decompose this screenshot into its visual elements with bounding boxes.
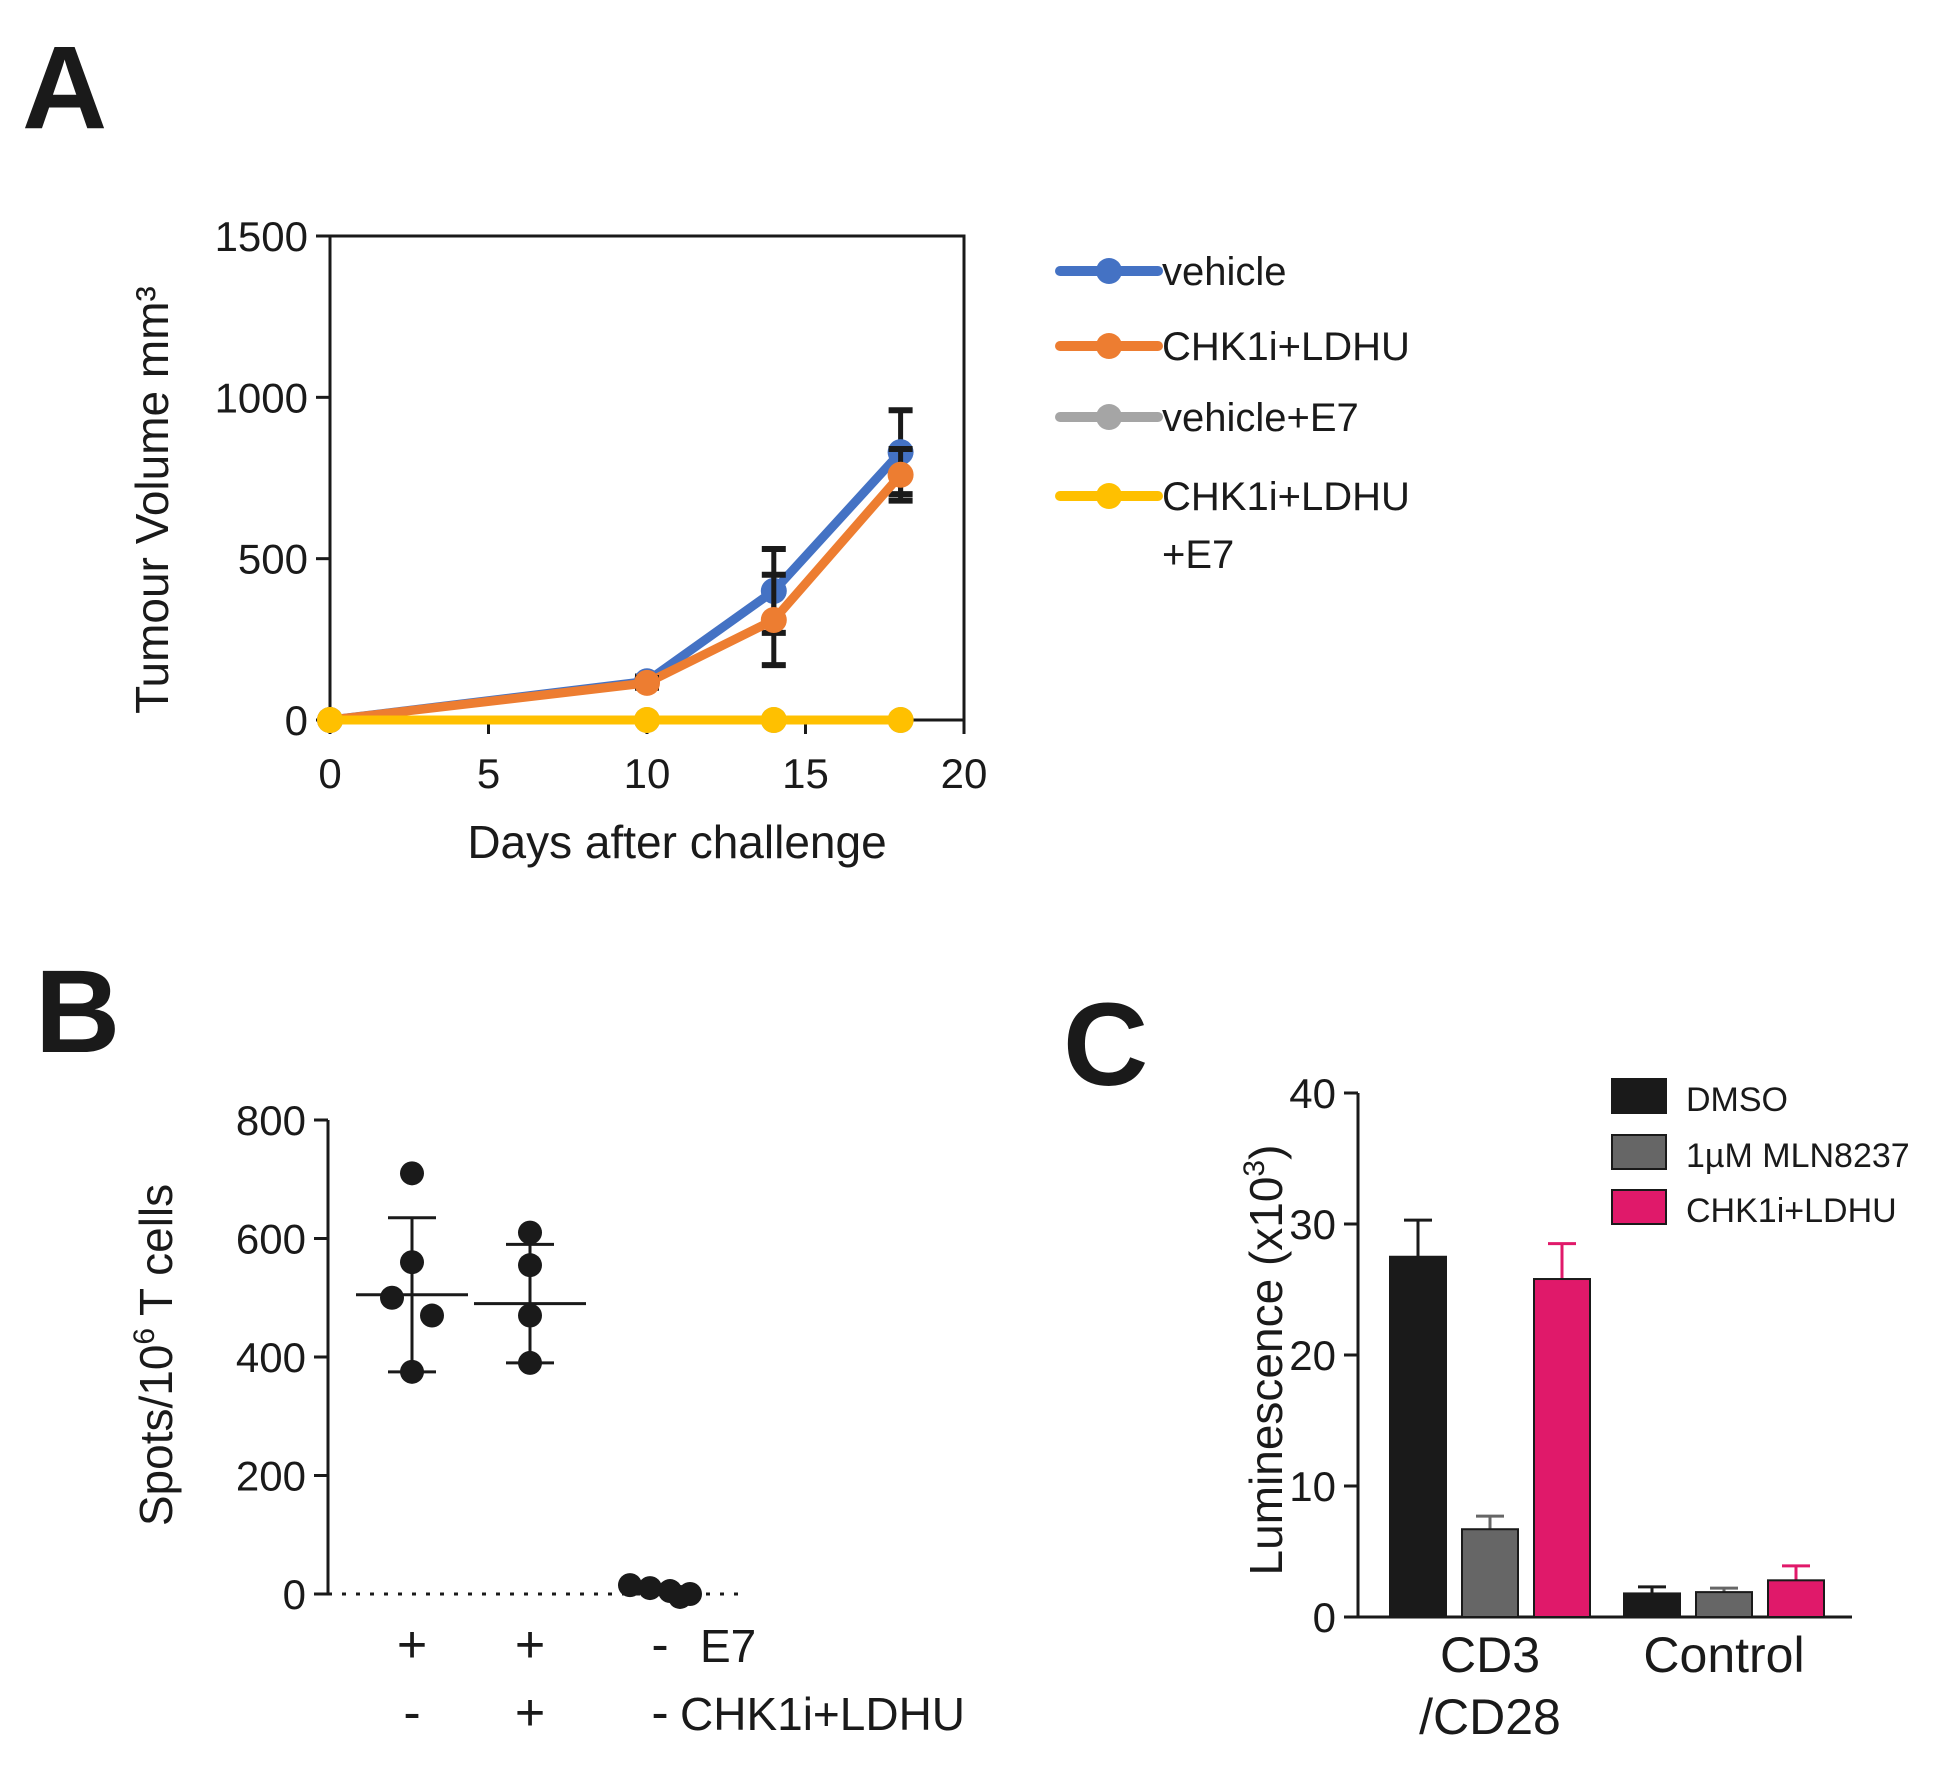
panel-c-y-tick-label: 20 bbox=[1289, 1332, 1336, 1379]
panel-b-data-point bbox=[638, 1576, 662, 1601]
panel-c-category-label: Control bbox=[1643, 1627, 1804, 1683]
panel-c-y-axis-label: Luminescence (x103) bbox=[1238, 1145, 1292, 1576]
panel-c-bar bbox=[1695, 1591, 1753, 1618]
panel-c-y-tick-label: 10 bbox=[1289, 1463, 1336, 1510]
panel-a-data-point bbox=[634, 707, 660, 733]
panel-a-x-axis-label: Days after challenge bbox=[467, 816, 886, 868]
panel-c-bar bbox=[1389, 1255, 1447, 1618]
panel-a-legend-label: vehicle bbox=[1162, 250, 1287, 294]
panel-a-data-point bbox=[760, 606, 787, 633]
panel-letter-a: A bbox=[22, 22, 107, 154]
panel-a-data-point bbox=[887, 707, 914, 733]
panel-b-chk-sign: - bbox=[403, 1684, 420, 1742]
panel-b-y-tick-label: 600 bbox=[236, 1216, 306, 1263]
panel-a-x-tick-label: 5 bbox=[477, 750, 500, 797]
panel-b-y-axis-label: Spots/106 T cells bbox=[128, 1184, 182, 1526]
panel-b-row-label-e7: E7 bbox=[700, 1620, 756, 1672]
panel-a-data-point bbox=[887, 461, 914, 488]
panel-letter-b: B bbox=[35, 946, 120, 1078]
panel-c-bar bbox=[1623, 1592, 1681, 1619]
panel-b-data-point bbox=[668, 1584, 692, 1609]
panel-c-bar bbox=[1533, 1278, 1591, 1619]
panel-a-y-tick-label: 0 bbox=[285, 697, 308, 744]
panel-b-chk-sign: + bbox=[515, 1684, 545, 1742]
panel-a-line-chart: 0 5 10 15 20 0 500 1000 1500 Days after challeng… bbox=[126, 213, 1410, 868]
panel-b-e7-sign: + bbox=[515, 1616, 545, 1674]
panel-a-legend-marker bbox=[1096, 258, 1122, 284]
panel-a-legend-marker bbox=[1096, 333, 1122, 359]
panel-a-series-line bbox=[329, 471, 904, 725]
panel-a-x-tick-label: 10 bbox=[624, 750, 671, 797]
panel-c-bar bbox=[1767, 1579, 1825, 1618]
panel-a-legend-label: vehicle+E7 bbox=[1162, 396, 1359, 440]
panel-b-e7-sign: + bbox=[397, 1616, 427, 1674]
panel-b-data-point bbox=[380, 1285, 404, 1310]
panel-c-y-tick-label: 40 bbox=[1289, 1070, 1336, 1117]
panel-b-e7-sign: - bbox=[651, 1616, 668, 1674]
panel-b-data-point bbox=[618, 1573, 642, 1598]
panel-c-y-tick-label: 30 bbox=[1289, 1201, 1336, 1248]
panel-a-data-point bbox=[760, 707, 787, 733]
panel-c-legend-swatch bbox=[1611, 1189, 1667, 1225]
panel-c-bar-chart: 0 10 20 30 40 Luminescence (x103) DMSO 1µM ML… bbox=[1238, 1070, 1910, 1745]
panel-b-data-point bbox=[518, 1220, 542, 1245]
panel-a-y-tick-label: 1000 bbox=[215, 374, 308, 421]
panel-c-category-label: /CD28 bbox=[1419, 1689, 1561, 1745]
panel-b-y-tick-label: 200 bbox=[236, 1453, 306, 1500]
panel-letter-c: C bbox=[1063, 979, 1148, 1111]
panel-a-x-tick-label: 15 bbox=[782, 750, 829, 797]
panel-a-data-point bbox=[634, 669, 660, 696]
panel-b-y-tick-label: 400 bbox=[236, 1334, 306, 1381]
panel-c-category-label: CD3 bbox=[1440, 1627, 1540, 1683]
panel-c-y-tick-label: 0 bbox=[1313, 1594, 1336, 1641]
panel-b-data-point bbox=[420, 1303, 444, 1328]
panel-b-row-label-chk: CHK1i+LDHU bbox=[680, 1688, 965, 1740]
panel-a-y-axis-label: Tumour Volume mm³ bbox=[126, 286, 178, 714]
panel-a-x-tick-label: 0 bbox=[318, 750, 341, 797]
panel-a-series-line bbox=[329, 449, 904, 725]
panel-a-y-tick-label: 500 bbox=[238, 536, 308, 583]
panel-c-legend-swatch bbox=[1611, 1134, 1667, 1170]
panel-c-legend-label: DMSO bbox=[1686, 1081, 1788, 1119]
panel-b-data-point bbox=[400, 1161, 424, 1186]
panel-c-bar bbox=[1461, 1528, 1519, 1618]
panel-a-legend-label: +E7 bbox=[1162, 533, 1234, 577]
panel-a-legend-label: CHK1i+LDHU bbox=[1162, 475, 1410, 519]
panel-a-legend-marker bbox=[1096, 404, 1122, 430]
panel-c-legend-label: 1µM MLN8237 bbox=[1686, 1137, 1910, 1175]
panel-a-data-point bbox=[317, 707, 343, 733]
panel-c-legend-label: CHK1i+LDHU bbox=[1686, 1192, 1897, 1230]
panel-b-y-tick-label: 0 bbox=[283, 1571, 306, 1618]
panel-a-y-tick-label: 1500 bbox=[215, 213, 308, 260]
panel-a-plot-frame bbox=[328, 234, 966, 722]
panel-a-x-tick-label: 20 bbox=[941, 750, 988, 797]
panel-a-legend-label: CHK1i+LDHU bbox=[1162, 325, 1410, 369]
panel-c-legend-swatch bbox=[1611, 1078, 1667, 1114]
panel-b-chk-sign: - bbox=[651, 1684, 668, 1742]
panel-a-legend-marker bbox=[1096, 483, 1122, 509]
panel-b-y-tick-label: 800 bbox=[236, 1097, 306, 1144]
